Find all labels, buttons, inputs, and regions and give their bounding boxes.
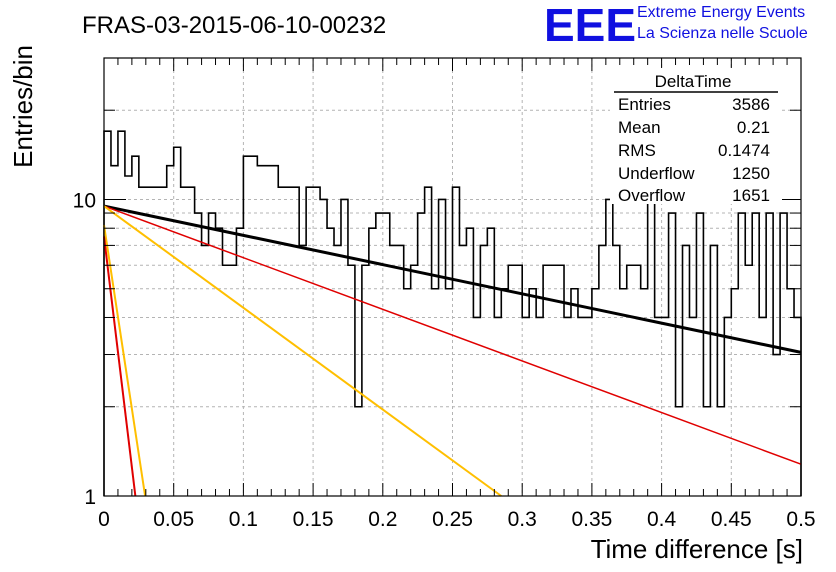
x-tick-label: 0.25	[432, 508, 473, 531]
stats-label-rms: RMS	[618, 141, 656, 160]
axis-ticks	[103, 57, 802, 497]
x-tick-label: 0.2	[368, 508, 397, 531]
histogram	[103, 130, 802, 496]
y-axis-label: Entries/bin	[8, 45, 38, 168]
stats-value-underflow: 1250	[732, 164, 770, 183]
x-tick-label: 0.1	[229, 508, 258, 531]
x-tick-labels: 0 0.05 0.1 0.15 0.2 0.25 0.3 0.35 0.4 0.45 0.5	[98, 508, 815, 531]
stats-value-mean: 0.21	[737, 118, 770, 137]
stats-title: DeltaTime	[655, 72, 732, 91]
x-tick-label: 0.3	[508, 508, 537, 531]
stats-value-rms: 0.1474	[718, 141, 770, 160]
fit-line-0	[103, 204, 802, 354]
fit-line-1	[103, 205, 802, 465]
stats-box-background	[610, 68, 782, 204]
x-tick-label: 0.15	[293, 508, 334, 531]
fit-line-3	[103, 224, 147, 497]
y-tick-labels: 1 10	[73, 189, 96, 509]
chart-title: FRAS-03-2015-06-10-00232	[82, 12, 386, 39]
stats-value-entries: 3586	[732, 95, 770, 114]
brand-line-2: La Scienza nelle Scuole	[637, 25, 808, 42]
x-axis-label: Time difference [s]	[591, 534, 803, 564]
stats-label-overflow: Overflow	[618, 186, 686, 205]
brand-line-1: Extreme Energy Events	[637, 4, 805, 21]
x-tick-label: 0.05	[153, 508, 194, 531]
eee-logo-text: EEE	[544, 0, 636, 51]
x-tick-label: 0	[98, 508, 110, 531]
x-tick-label: 0.5	[786, 508, 815, 531]
stats-box: DeltaTime Entries 3586 Mean 0.21 RMS 0.1…	[610, 68, 782, 205]
x-tick-label: 0.35	[571, 508, 612, 531]
fit-line-2	[103, 205, 502, 497]
y-tick-label: 1	[84, 486, 96, 509]
stats-label-mean: Mean	[618, 118, 661, 137]
y-tick-label: 10	[73, 189, 96, 212]
fit-line-4	[103, 236, 137, 497]
x-tick-label: 0.45	[711, 508, 752, 531]
stats-label-underflow: Underflow	[618, 164, 695, 183]
histogram-outline	[103, 130, 802, 496]
stats-value-overflow: 1651	[732, 186, 770, 205]
stats-label-entries: Entries	[618, 95, 671, 114]
x-tick-label: 0.4	[647, 508, 677, 531]
fit-lines	[103, 204, 802, 497]
